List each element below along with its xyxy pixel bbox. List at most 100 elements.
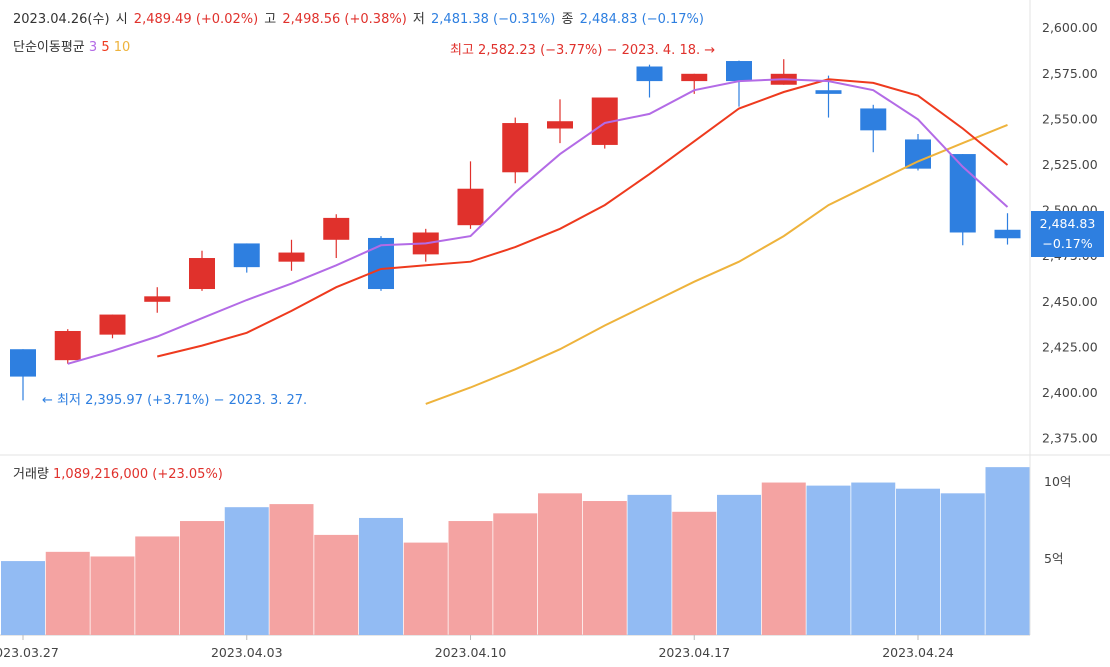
candle-body xyxy=(144,296,171,302)
volume-value: 1,089,216,000 (+23.05%) xyxy=(53,467,223,482)
price-axis: 2,375.002,400.002,425.002,450.002,475.00… xyxy=(1042,20,1098,445)
volume-bar xyxy=(314,534,359,635)
x-tick-label: 2023.04.03 xyxy=(211,645,283,660)
low-annotation: ← 최저 2,395.97 (+3.71%) − 2023. 3. 27. xyxy=(42,393,307,408)
candle xyxy=(54,329,81,364)
volume-bar xyxy=(493,513,538,635)
volume-legend: 거래량 1,089,216,000 (+23.05%) xyxy=(13,463,223,482)
open-label: 시 xyxy=(115,12,128,27)
candle-body xyxy=(905,139,931,169)
ma3-line xyxy=(67,78,1009,365)
close-label: 종 xyxy=(561,12,574,27)
high-annotation: 최고 2,582.23 (−3.77%) − 2023. 4. 18. → xyxy=(450,43,715,58)
volume-bar xyxy=(627,494,672,635)
volume-bar xyxy=(448,521,493,635)
candle xyxy=(278,239,305,271)
volume-bar xyxy=(135,536,180,635)
volume-bar xyxy=(269,504,314,635)
volume-axis: 5억 10억 xyxy=(1044,474,1071,566)
ma10-line xyxy=(425,123,1008,405)
volume-bars xyxy=(1,467,1030,635)
ma10-legend[interactable]: 10 xyxy=(113,40,131,55)
candle-body xyxy=(278,252,305,262)
candle-body xyxy=(10,349,36,377)
candle xyxy=(412,228,439,262)
low-label: 저 xyxy=(412,12,425,27)
candle xyxy=(233,243,260,273)
candle xyxy=(10,349,36,401)
y-tick-label: 2,550.00 xyxy=(1042,111,1098,126)
candle-body xyxy=(233,243,260,268)
current-price-change: −0.17% xyxy=(1042,236,1093,251)
ohlc-header: 2023.04.26(수) 시 2,489.49 (+0.02%) 고 2,49… xyxy=(13,8,706,27)
candle-body xyxy=(547,121,573,129)
candle xyxy=(636,64,663,98)
y-tick-label: 2,375.00 xyxy=(1042,431,1098,446)
candle-body xyxy=(54,330,81,361)
x-tick-label: 2023.04.10 xyxy=(435,645,507,660)
open-value: 2,489.49 (+0.02%) xyxy=(133,12,259,27)
volume-bar xyxy=(582,501,627,635)
volume-tick-label: 5억 xyxy=(1044,551,1063,566)
x-tick-label: 2023.04.24 xyxy=(882,645,954,660)
volume-label: 거래량 xyxy=(13,467,49,482)
current-price-value: 2,484.83 xyxy=(1039,216,1096,231)
candle xyxy=(189,250,215,291)
candle xyxy=(144,287,171,313)
candle-body xyxy=(636,66,663,82)
candle xyxy=(726,60,752,107)
candle-body xyxy=(994,229,1021,239)
current-price-badge: 2,484.83 −0.17% xyxy=(1031,211,1104,257)
header-date: 2023.04.26(수) xyxy=(13,12,110,27)
high-value: 2,498.56 (+0.38%) xyxy=(282,12,407,27)
candle xyxy=(457,161,484,229)
y-tick-label: 2,600.00 xyxy=(1042,20,1098,35)
volume-bar xyxy=(851,482,896,635)
volume-bar xyxy=(180,521,224,635)
candle-body xyxy=(726,61,752,82)
y-tick-label: 2,575.00 xyxy=(1042,66,1098,81)
moving-average-lines xyxy=(67,78,1009,405)
candle-body xyxy=(860,108,887,131)
ma3-legend[interactable]: 3 xyxy=(88,40,98,55)
ma-legend-label: 단순이동평균 xyxy=(13,40,85,55)
candle xyxy=(994,213,1021,245)
candle-body xyxy=(368,237,394,290)
ma5-line xyxy=(157,78,1009,358)
price-candles xyxy=(10,59,1021,401)
candle-body xyxy=(323,217,350,240)
high-label: 고 xyxy=(264,12,277,27)
candle-body xyxy=(457,188,484,226)
candle xyxy=(547,99,573,144)
low-value: 2,481.38 (−0.31%) xyxy=(431,12,556,27)
volume-bar xyxy=(896,488,940,635)
candle xyxy=(770,59,797,85)
volume-bar xyxy=(45,551,90,635)
volume-bar xyxy=(985,467,1030,635)
x-tick-label: 2023.03.27 xyxy=(0,645,59,660)
volume-bar xyxy=(761,482,806,635)
volume-bar xyxy=(359,517,403,635)
candle-body xyxy=(189,258,215,290)
candle xyxy=(815,75,842,118)
candle xyxy=(99,314,126,339)
volume-bar xyxy=(806,485,851,635)
volume-bar xyxy=(538,493,582,635)
volume-bar xyxy=(90,556,135,635)
volume-bar xyxy=(672,511,717,635)
volume-bar xyxy=(1,561,45,635)
volume-bar xyxy=(940,493,985,635)
candle-body xyxy=(681,73,708,82)
candle xyxy=(905,133,931,171)
volume-bar xyxy=(403,542,448,635)
y-tick-label: 2,525.00 xyxy=(1042,157,1098,172)
ma5-legend[interactable]: 5 xyxy=(101,40,110,55)
candle-body xyxy=(99,314,126,335)
x-tick-label: 2023.04.17 xyxy=(658,645,730,660)
volume-bar xyxy=(224,507,269,635)
candle-body xyxy=(502,123,529,173)
volume-bar xyxy=(717,494,761,635)
close-value: 2,484.83 (−0.17%) xyxy=(579,12,704,27)
y-tick-label: 2,450.00 xyxy=(1042,294,1098,309)
